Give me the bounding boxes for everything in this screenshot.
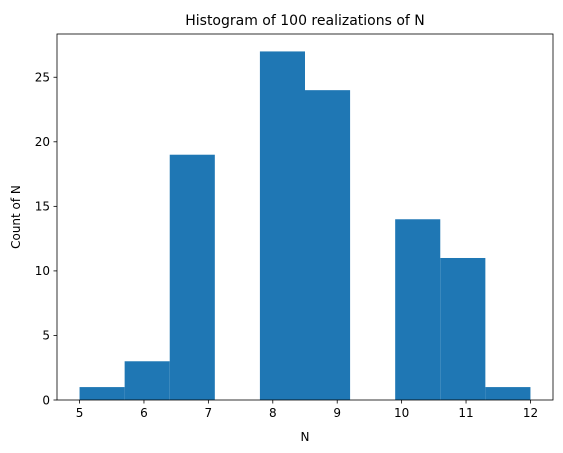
- histogram-bar: [124, 361, 170, 400]
- histogram-bar: [485, 387, 531, 400]
- histogram-bar: [169, 154, 215, 400]
- x-tick-label: 8: [269, 406, 277, 420]
- y-axis-ticks: 0 5 10 15 20 25: [35, 71, 57, 407]
- histogram-bar: [259, 51, 305, 401]
- y-tick-label: 10: [35, 264, 50, 278]
- x-axis-label: N: [301, 430, 310, 444]
- histogram-bar: [440, 257, 486, 400]
- y-tick-label: 25: [35, 71, 50, 85]
- x-axis-ticks: 5 6 7 8 9 10 11 12: [76, 400, 538, 420]
- bars-group: [79, 51, 531, 401]
- x-tick-label: 5: [76, 406, 84, 420]
- x-tick-label: 9: [333, 406, 341, 420]
- x-tick-label: 6: [140, 406, 148, 420]
- x-tick-label: 11: [458, 406, 473, 420]
- y-tick-label: 20: [35, 135, 50, 149]
- x-tick-label: 10: [394, 406, 409, 420]
- histogram-bar: [395, 219, 441, 400]
- histogram-bar: [305, 90, 351, 400]
- x-tick-label: 12: [523, 406, 538, 420]
- y-tick-label: 15: [35, 200, 50, 214]
- y-axis-label: Count of N: [9, 185, 23, 249]
- y-tick-label: 5: [42, 329, 50, 343]
- histogram-bar: [79, 387, 125, 400]
- chart-title: Histogram of 100 realizations of N: [185, 13, 425, 29]
- x-tick-label: 7: [205, 406, 213, 420]
- plot-frame: [56, 33, 554, 401]
- y-tick-label: 0: [42, 393, 50, 407]
